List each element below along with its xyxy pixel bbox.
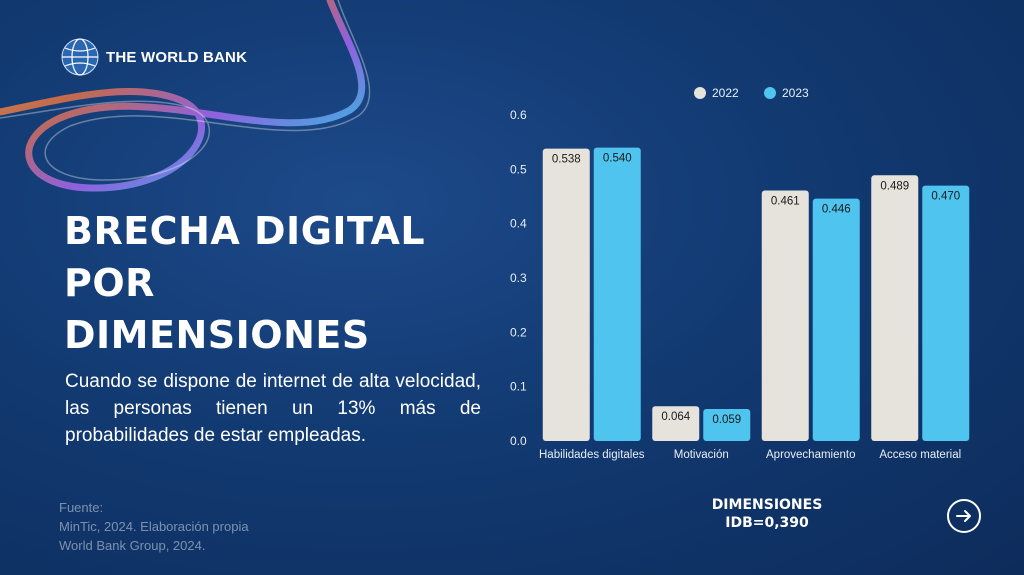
data-label: 0.538 — [552, 154, 581, 166]
y-tick-label: 0.6 — [510, 108, 527, 122]
arrow-right-icon — [956, 510, 971, 522]
bar-2023 — [593, 147, 641, 441]
logo-text: THE WORLD BANK — [106, 48, 248, 66]
title-line-3: DIMENSIONES — [64, 313, 370, 357]
data-label: 0.064 — [661, 411, 690, 423]
data-label: 0.059 — [712, 414, 741, 426]
legend-label: 2022 — [712, 86, 739, 100]
legend-label: 2023 — [782, 86, 809, 100]
dimensions-value: IDB=0,390 — [725, 515, 809, 531]
legend-marker — [694, 87, 706, 99]
source-line-2: World Bank Group, 2024. — [59, 538, 206, 553]
world-bank-logo: THE WORLD BANK — [60, 37, 247, 77]
title-line-1: BRECHA DIGITAL — [64, 209, 426, 253]
data-label: 0.470 — [931, 191, 960, 203]
description-text: Cuando se dispone de internet de alta ve… — [65, 371, 481, 446]
legend-marker — [764, 87, 776, 99]
data-label: 0.446 — [822, 204, 851, 216]
x-tick-label: Habilidades digitales — [539, 449, 645, 461]
x-tick-label: Acceso material — [879, 449, 961, 461]
decorative-ribbon — [0, 0, 371, 192]
dimensions-summary: DIMENSIONES IDB=0,390 — [705, 496, 829, 532]
x-tick-label: Motivación — [674, 449, 729, 461]
y-tick-label: 0.4 — [510, 217, 527, 231]
next-button[interactable] — [947, 499, 981, 533]
bar-2023 — [703, 408, 751, 441]
bar-2022 — [871, 175, 919, 441]
data-label: 0.489 — [880, 180, 909, 192]
source-label: Fuente: — [59, 500, 104, 515]
y-tick-label: 0.2 — [510, 325, 527, 339]
source-note: Fuente: MinTic, 2024. Elaboración propia… — [59, 498, 249, 555]
data-label: 0.461 — [771, 196, 800, 208]
y-tick-label: 0.1 — [510, 380, 527, 394]
bar-chart: 0.0 0.1 0.2 0.3 0.4 0.5 0.6 2022 2023 0.538 0.540 H… — [510, 86, 970, 461]
bar-2022 — [542, 148, 590, 441]
source-line-1: MinTic, 2024. Elaboración propia — [59, 519, 249, 534]
data-label: 0.540 — [603, 153, 632, 165]
page-title: BRECHA DIGITAL POR DIMENSIONES — [64, 205, 425, 361]
bar-2022 — [652, 406, 700, 441]
x-tick-label: Aprovechamiento — [766, 449, 856, 461]
y-tick-label: 0.3 — [510, 271, 527, 285]
globe-icon — [61, 38, 99, 76]
y-tick-label: 0.5 — [510, 162, 527, 176]
bar-2023 — [812, 198, 860, 441]
bar-2023 — [922, 185, 970, 441]
dimensions-label: DIMENSIONES — [711, 497, 823, 513]
y-tick-label: 0.0 — [510, 434, 527, 448]
title-line-2: POR — [64, 261, 155, 305]
bar-2022 — [761, 190, 809, 441]
